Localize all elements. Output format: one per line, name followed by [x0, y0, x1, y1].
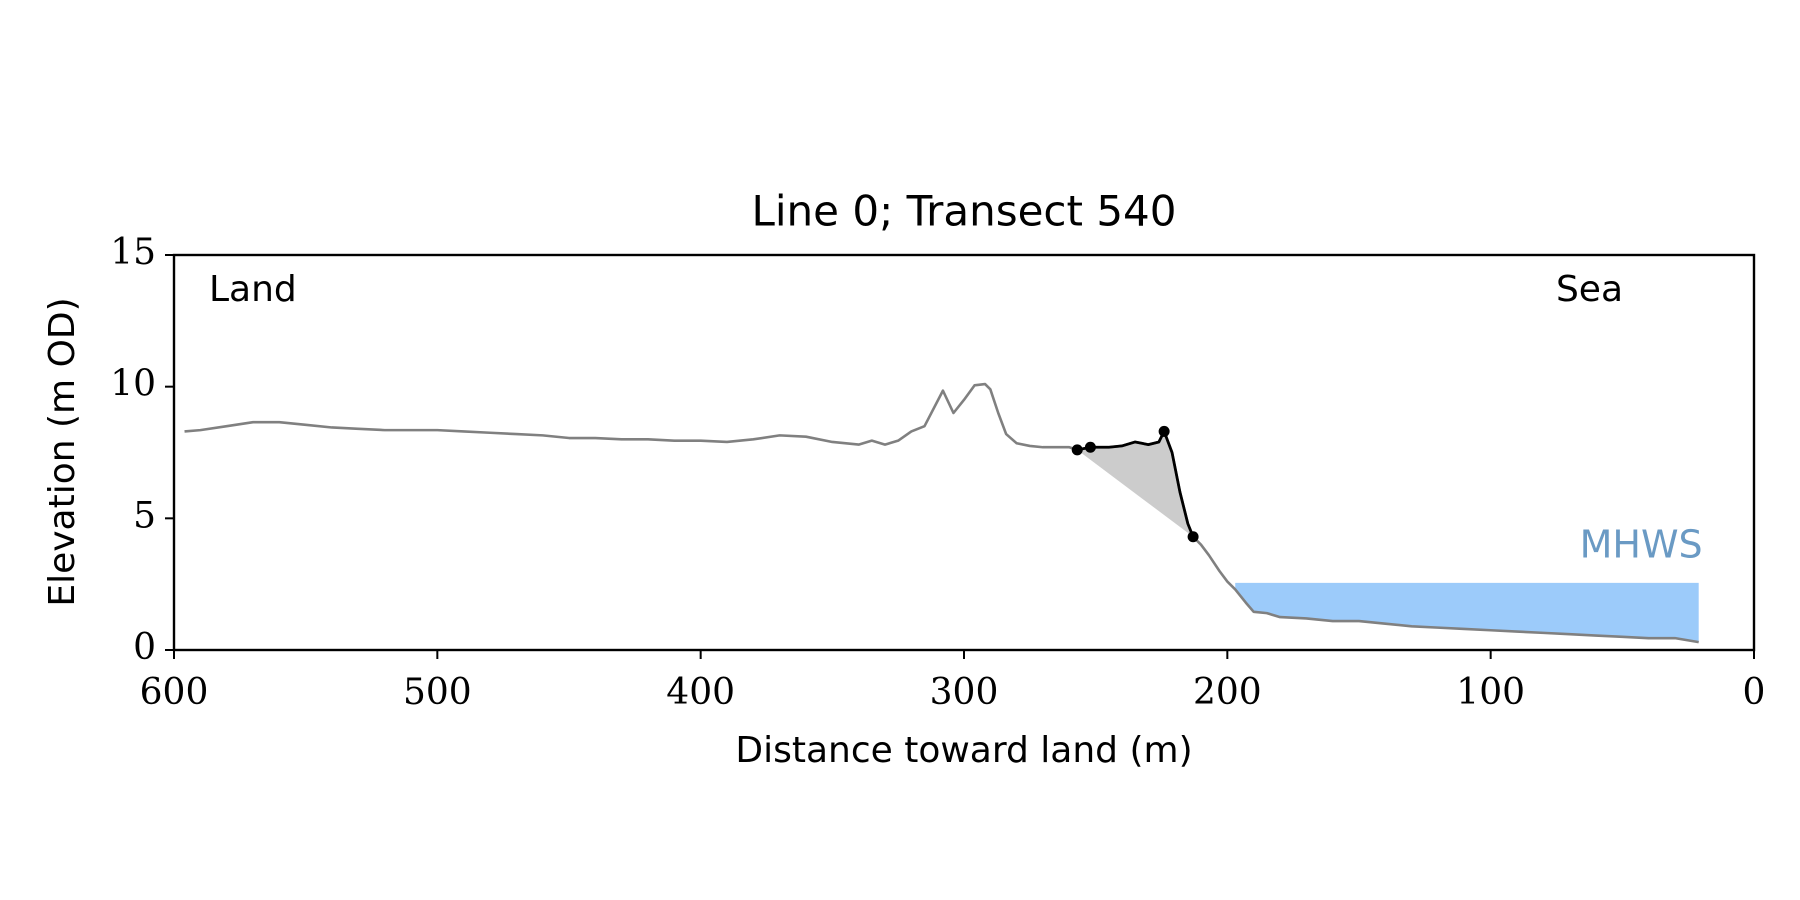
cliff-point: [1158, 425, 1170, 437]
cliff-line: [1076, 430, 1195, 538]
y-tick-label: 5: [133, 495, 156, 536]
chart-title: Line 0; Transect 540: [751, 187, 1176, 236]
cliff-point: [1084, 441, 1096, 453]
cliff-area: [1077, 431, 1194, 537]
annotation: Land: [209, 269, 297, 310]
x-axis-label: Distance toward land (m): [735, 730, 1192, 771]
x-tick-label: 100: [1456, 672, 1525, 713]
mhws-label: MHWS: [1580, 522, 1703, 566]
cliff-point: [1071, 444, 1083, 456]
y-axis-label: Elevation (m OD): [42, 297, 83, 606]
x-tick-label: 600: [140, 672, 209, 713]
y-tick-label: 15: [110, 232, 156, 273]
x-tick-label: 300: [930, 672, 999, 713]
x-tick-label: 200: [1193, 672, 1262, 713]
annotation: Sea: [1556, 269, 1623, 310]
x-tick-label: 0: [1743, 672, 1766, 713]
profile-line: [184, 382, 1699, 644]
mhws-area: [1235, 582, 1699, 643]
cliff-point: [1187, 531, 1199, 543]
y-tick-label: 0: [133, 627, 156, 668]
x-tick-label: 400: [666, 672, 735, 713]
y-tick-label: 10: [110, 364, 156, 405]
x-tick-label: 500: [403, 672, 472, 713]
